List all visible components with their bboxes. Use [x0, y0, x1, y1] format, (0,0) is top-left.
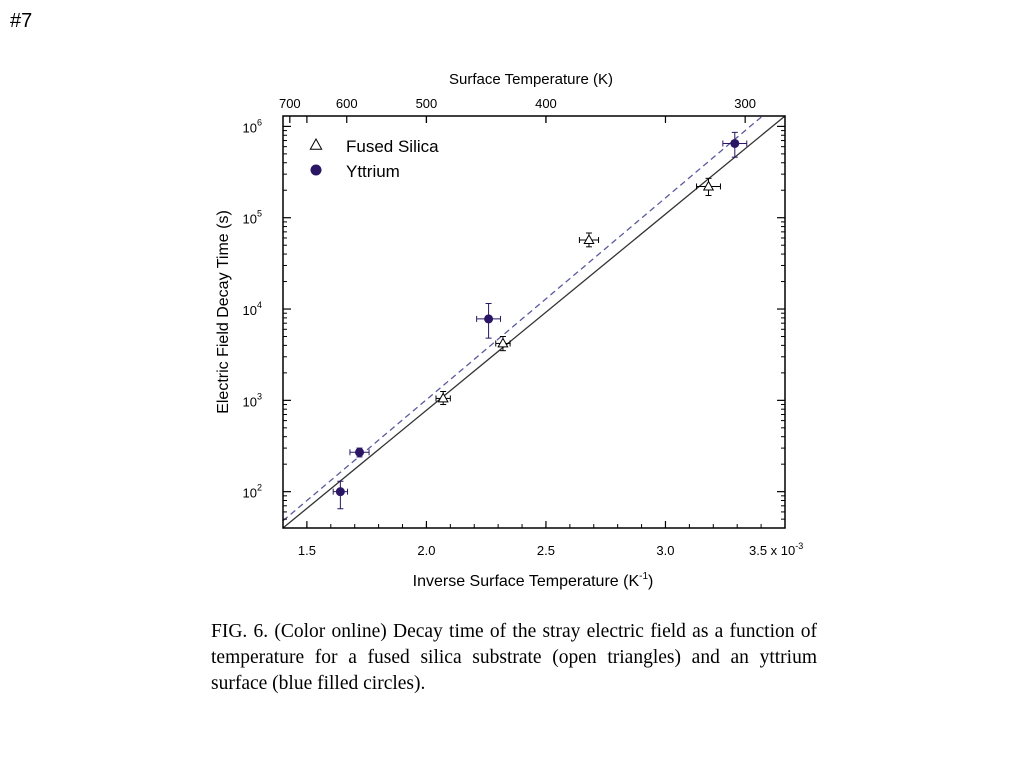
x-tick-label: 2.0 [417, 543, 435, 558]
x-tick-label: 2.5 [537, 543, 555, 558]
filled-circle-marker [484, 314, 494, 324]
filled-circle-marker [730, 138, 740, 148]
x-axis-label-close: ) [648, 573, 653, 590]
fused-silica-point [696, 177, 721, 197]
fused-silica-point [495, 336, 511, 352]
top-tick-label: 500 [416, 96, 438, 111]
y-tick-base: 10 [243, 120, 257, 135]
plot-frame [282, 115, 786, 529]
x-axis-multiplier-base: 3.5 x 10 [749, 543, 795, 558]
top-tick-label: 400 [535, 96, 557, 111]
fit-lines [283, 116, 785, 528]
y-tick-label: 105 [243, 209, 262, 227]
x-tick-label: 3.0 [656, 543, 674, 558]
y-tick-base: 10 [243, 212, 257, 227]
figure-caption: FIG. 6. (Color online) Decay time of the… [211, 621, 817, 694]
top-tick-label: 600 [336, 96, 358, 111]
open-triangle-marker [702, 180, 715, 191]
legend-label: Yttrium [346, 162, 400, 181]
top-tick-label: 300 [734, 96, 756, 111]
top-tick-label: 700 [279, 96, 301, 111]
open-triangle-marker [497, 337, 509, 348]
x-axis-ticks: 1.5 2.0 2.5 3.0 [298, 116, 762, 558]
legend-marker [310, 164, 322, 176]
legend-item: Fused Silica [309, 137, 439, 156]
x-axis-label-text: Inverse Surface Temperature (K [413, 573, 640, 590]
y-tick-base: 10 [243, 303, 257, 318]
x-axis-multiplier: 3.5 x 10-3 [749, 541, 803, 558]
y-tick-exponent: 5 [257, 209, 262, 219]
y-tick-exponent: 4 [257, 300, 262, 310]
x-axis-multiplier-exponent: -3 [795, 541, 803, 551]
legend-label: Fused Silica [346, 137, 439, 156]
legend-marker [309, 137, 323, 150]
x-axis-label-exponent: -1 [639, 571, 648, 582]
yttrium-point [332, 480, 349, 510]
y-tick-exponent: 3 [257, 391, 262, 401]
open-triangle-marker [583, 233, 595, 245]
legend: Fused Silica Yttrium [309, 137, 439, 181]
y-tick-label: 102 [243, 483, 262, 501]
legend-item: Yttrium [310, 162, 400, 181]
yttrium-point [722, 131, 748, 158]
y-tick-label: 104 [243, 300, 262, 318]
y-tick-exponent: 6 [257, 117, 262, 127]
y-tick-exponent: 2 [257, 483, 262, 493]
yttrium-point [476, 302, 502, 339]
yttrium-point [349, 447, 370, 458]
slide-number: #7 [10, 10, 33, 32]
filled-circle-marker [354, 447, 364, 457]
fused-silica-point [578, 232, 600, 248]
x-axis-label: Inverse Surface Temperature (K-1) [413, 571, 654, 590]
y-axis-label: Electric Field Decay Time (s) [215, 210, 232, 414]
y-tick-base: 10 [243, 394, 257, 409]
fused-silica-fit-line [283, 116, 785, 528]
x-tick-label: 1.5 [298, 543, 316, 558]
y-tick-label: 103 [243, 391, 262, 409]
open-triangle-marker [437, 392, 449, 403]
top-axis-ticks: 700 600 500 400 300 [279, 96, 756, 123]
y-tick-base: 10 [243, 486, 257, 501]
fused-silica-point [435, 390, 451, 406]
filled-circle-marker [335, 487, 345, 497]
data-points [332, 131, 748, 510]
top-axis-label: Surface Temperature (K) [449, 71, 613, 88]
y-tick-label: 106 [243, 117, 262, 135]
